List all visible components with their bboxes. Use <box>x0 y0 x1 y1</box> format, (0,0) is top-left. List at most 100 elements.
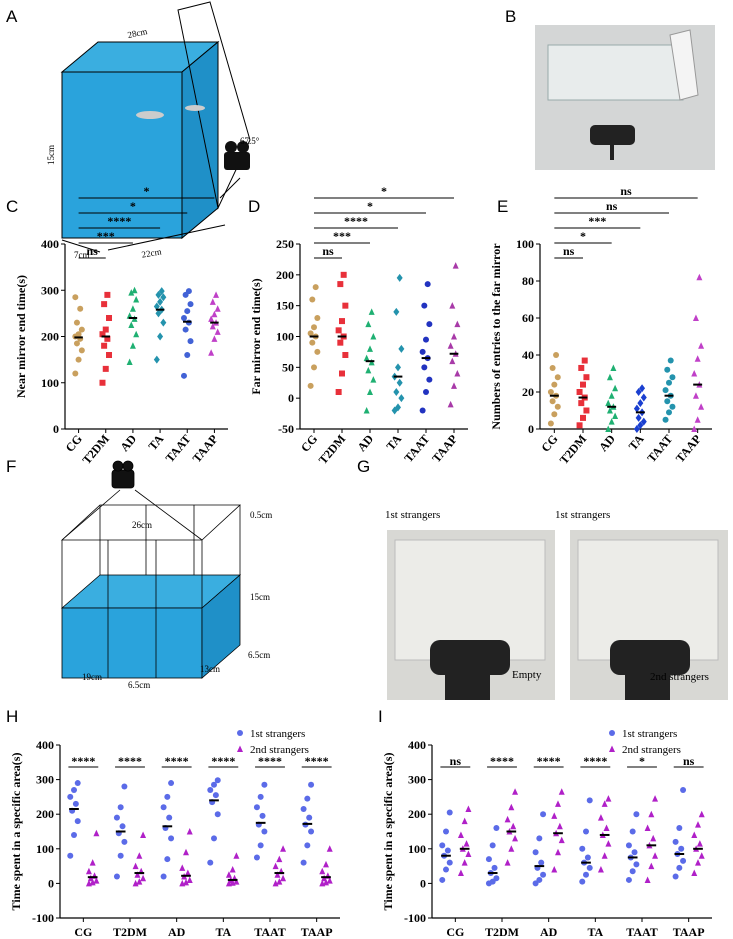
point <box>398 344 405 353</box>
photo-g <box>387 530 728 700</box>
point <box>421 302 428 309</box>
point <box>225 871 232 878</box>
point <box>133 330 140 338</box>
point <box>67 852 74 859</box>
point <box>99 331 106 338</box>
point <box>583 828 589 835</box>
point <box>113 814 120 821</box>
point <box>393 307 400 316</box>
point <box>395 363 401 372</box>
point <box>179 864 186 871</box>
dimension: 15cm <box>46 145 56 165</box>
point <box>128 321 135 328</box>
y-tick-label: 0 <box>528 422 534 436</box>
point <box>580 414 586 421</box>
x-tick-label: TAAT <box>254 925 286 939</box>
point <box>666 409 672 416</box>
point <box>272 862 279 870</box>
point <box>208 349 215 356</box>
point <box>75 356 82 363</box>
point <box>597 866 604 873</box>
y-axis-label: Numbers of entries to the far mirror <box>489 243 503 430</box>
point <box>608 418 615 425</box>
point <box>393 388 400 396</box>
point <box>633 404 640 413</box>
point <box>335 327 342 334</box>
y-tick-label: -100 <box>32 911 54 925</box>
point <box>211 310 218 318</box>
point <box>625 876 632 883</box>
point <box>664 398 671 405</box>
point <box>586 797 593 804</box>
point <box>132 879 139 887</box>
point <box>136 852 143 859</box>
point <box>72 800 79 807</box>
point <box>547 389 554 395</box>
point <box>337 281 344 288</box>
y-tick-label: 60 <box>522 311 534 325</box>
point <box>136 878 143 885</box>
point <box>606 373 613 381</box>
point <box>536 835 543 842</box>
point <box>650 834 657 842</box>
point <box>583 871 589 878</box>
significance-label: ns <box>606 199 618 213</box>
point <box>540 811 547 818</box>
point <box>644 876 651 883</box>
legend-label: 1st strangers <box>250 728 305 740</box>
significance-label: **** <box>344 214 368 228</box>
point <box>558 788 565 795</box>
point <box>340 271 347 278</box>
point <box>339 370 345 377</box>
point <box>140 831 147 838</box>
point <box>102 326 109 333</box>
x-tick-label: TA <box>215 925 231 939</box>
point <box>119 823 126 830</box>
point <box>186 828 193 835</box>
point <box>419 407 426 414</box>
point <box>443 866 449 873</box>
point <box>608 392 615 399</box>
point <box>584 854 591 861</box>
y-tick-label: 300 <box>408 773 426 787</box>
point <box>71 831 77 838</box>
y-tick-label: 200 <box>408 807 426 821</box>
point <box>461 859 468 866</box>
dimension: 13cm <box>200 664 220 674</box>
point <box>312 284 319 291</box>
point <box>580 381 586 388</box>
point <box>451 333 457 340</box>
point <box>698 810 705 818</box>
point <box>104 335 111 342</box>
point <box>89 859 96 866</box>
point <box>101 342 108 349</box>
dimension: 0.5cm <box>250 510 272 520</box>
point <box>121 838 128 845</box>
legend-label: 2nd strangers <box>250 744 309 756</box>
x-tick-label: TA <box>146 432 167 453</box>
point <box>672 838 679 845</box>
point <box>157 297 164 306</box>
point <box>446 809 453 816</box>
significance-label: ns <box>563 244 575 258</box>
point <box>183 878 189 886</box>
point <box>695 859 701 866</box>
x-tick-label: TAAT <box>644 432 675 465</box>
point <box>694 416 701 423</box>
y-tick-label: 100 <box>276 330 294 344</box>
panel-label: A <box>6 7 18 26</box>
point <box>419 348 426 355</box>
y-axis-label: Far mirror end time(s) <box>249 278 263 394</box>
x-tick-label: CG <box>298 432 320 455</box>
point <box>106 315 113 321</box>
point <box>187 301 194 308</box>
x-tick-label: CG <box>538 432 560 455</box>
point <box>335 389 342 395</box>
y-tick-label: 0 <box>288 391 294 405</box>
point <box>211 835 217 842</box>
point <box>625 842 632 849</box>
dimension: 6.5cm <box>248 650 270 660</box>
point <box>493 875 500 882</box>
significance-label: ns <box>86 244 98 258</box>
